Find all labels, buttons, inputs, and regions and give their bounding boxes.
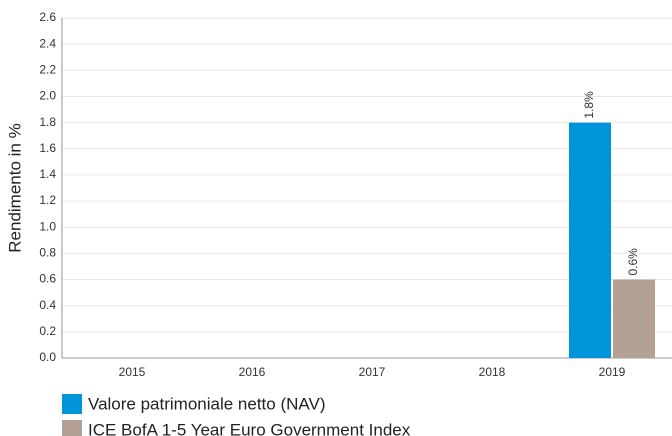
y-axis-title: Rendimento in %: [5, 123, 24, 252]
legend-swatch: [62, 394, 82, 414]
y-tick-label: 2.0: [39, 89, 56, 103]
legend-label: ICE BofA 1-5 Year Euro Government Index: [88, 420, 411, 436]
data-label: 1.8%: [582, 91, 596, 119]
legend-swatch: [62, 420, 82, 436]
y-tick-label: 1.0: [39, 219, 56, 233]
y-tick-label: 0.6: [39, 272, 56, 286]
y-tick-label: 1.2: [39, 193, 56, 207]
x-tick-label: 2015: [119, 365, 146, 379]
bar: [613, 279, 655, 358]
bar: [569, 122, 611, 358]
legend-label: Valore patrimoniale netto (NAV): [88, 394, 325, 413]
y-tick-label: 2.2: [39, 62, 56, 76]
x-tick-label: 2018: [479, 365, 506, 379]
y-tick-label: 0.0: [39, 350, 56, 364]
x-tick-label: 2016: [239, 365, 266, 379]
x-tick-label: 2017: [359, 365, 386, 379]
y-tick-label: 2.4: [39, 36, 56, 50]
y-tick-label: 0.2: [39, 324, 56, 338]
y-tick-label: 0.8: [39, 246, 56, 260]
x-tick-label: 2019: [599, 365, 626, 379]
y-tick-label: 1.8: [39, 115, 56, 129]
y-tick-label: 1.6: [39, 141, 56, 155]
data-label: 0.6%: [626, 248, 640, 276]
y-tick-label: 1.4: [39, 167, 56, 181]
y-tick-label: 0.4: [39, 298, 56, 312]
y-tick-label: 2.6: [39, 10, 56, 24]
